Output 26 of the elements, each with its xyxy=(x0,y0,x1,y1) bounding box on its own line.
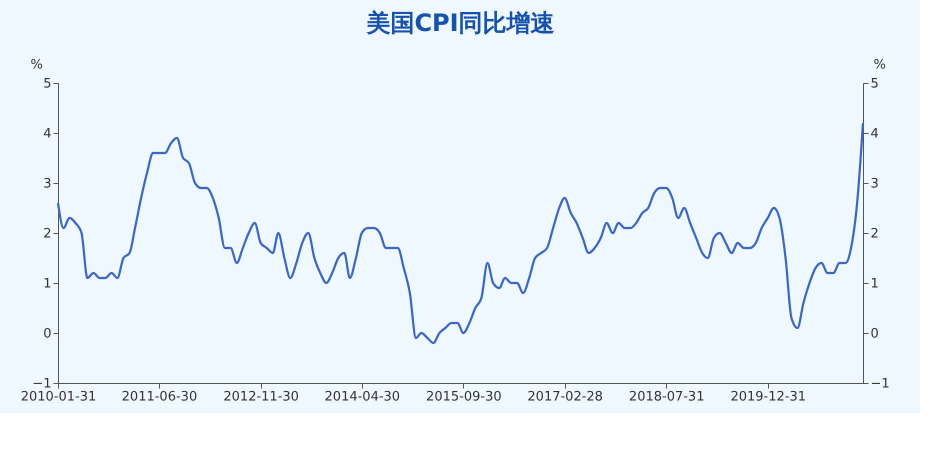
chart-title: 美国CPI同比增速 xyxy=(365,9,555,37)
x-tick-label: 2018-07-31 xyxy=(628,390,704,404)
y2-axis-title: % xyxy=(874,58,886,72)
y-tick-label: 2 xyxy=(43,226,52,242)
y2-tick-label: 2 xyxy=(870,226,879,242)
x-tick-label: 2012-11-30 xyxy=(223,390,299,404)
y-tick-label: 3 xyxy=(43,176,52,192)
y-tick-label: 0 xyxy=(43,326,52,342)
y-tick-label: 1 xyxy=(43,276,52,292)
line-series xyxy=(56,122,864,344)
x-tick-label: 2010-01-31 xyxy=(20,390,96,404)
y2-tick-label: 1 xyxy=(870,276,879,292)
y2-tick-label: 0 xyxy=(870,326,879,342)
x-tick-label: 2017-02-28 xyxy=(527,390,603,404)
x-tick-label: 2011-06-30 xyxy=(122,390,198,404)
y2-tick-label: 3 xyxy=(870,176,879,192)
y2-tick-label: 4 xyxy=(870,126,879,142)
y2-tick-label: −1 xyxy=(870,376,890,392)
y-tick-label: 4 xyxy=(43,126,52,142)
y-tick-label: 5 xyxy=(43,76,52,92)
y-tick-label: −1 xyxy=(32,376,52,392)
x-tick-label: 2015-09-30 xyxy=(426,390,502,404)
x-tick-label: 2014-04-30 xyxy=(324,390,400,404)
y2-tick-label: 5 xyxy=(870,76,879,92)
x-tick-label: 2019-12-31 xyxy=(730,390,806,404)
y-axis-title: % xyxy=(30,58,43,72)
